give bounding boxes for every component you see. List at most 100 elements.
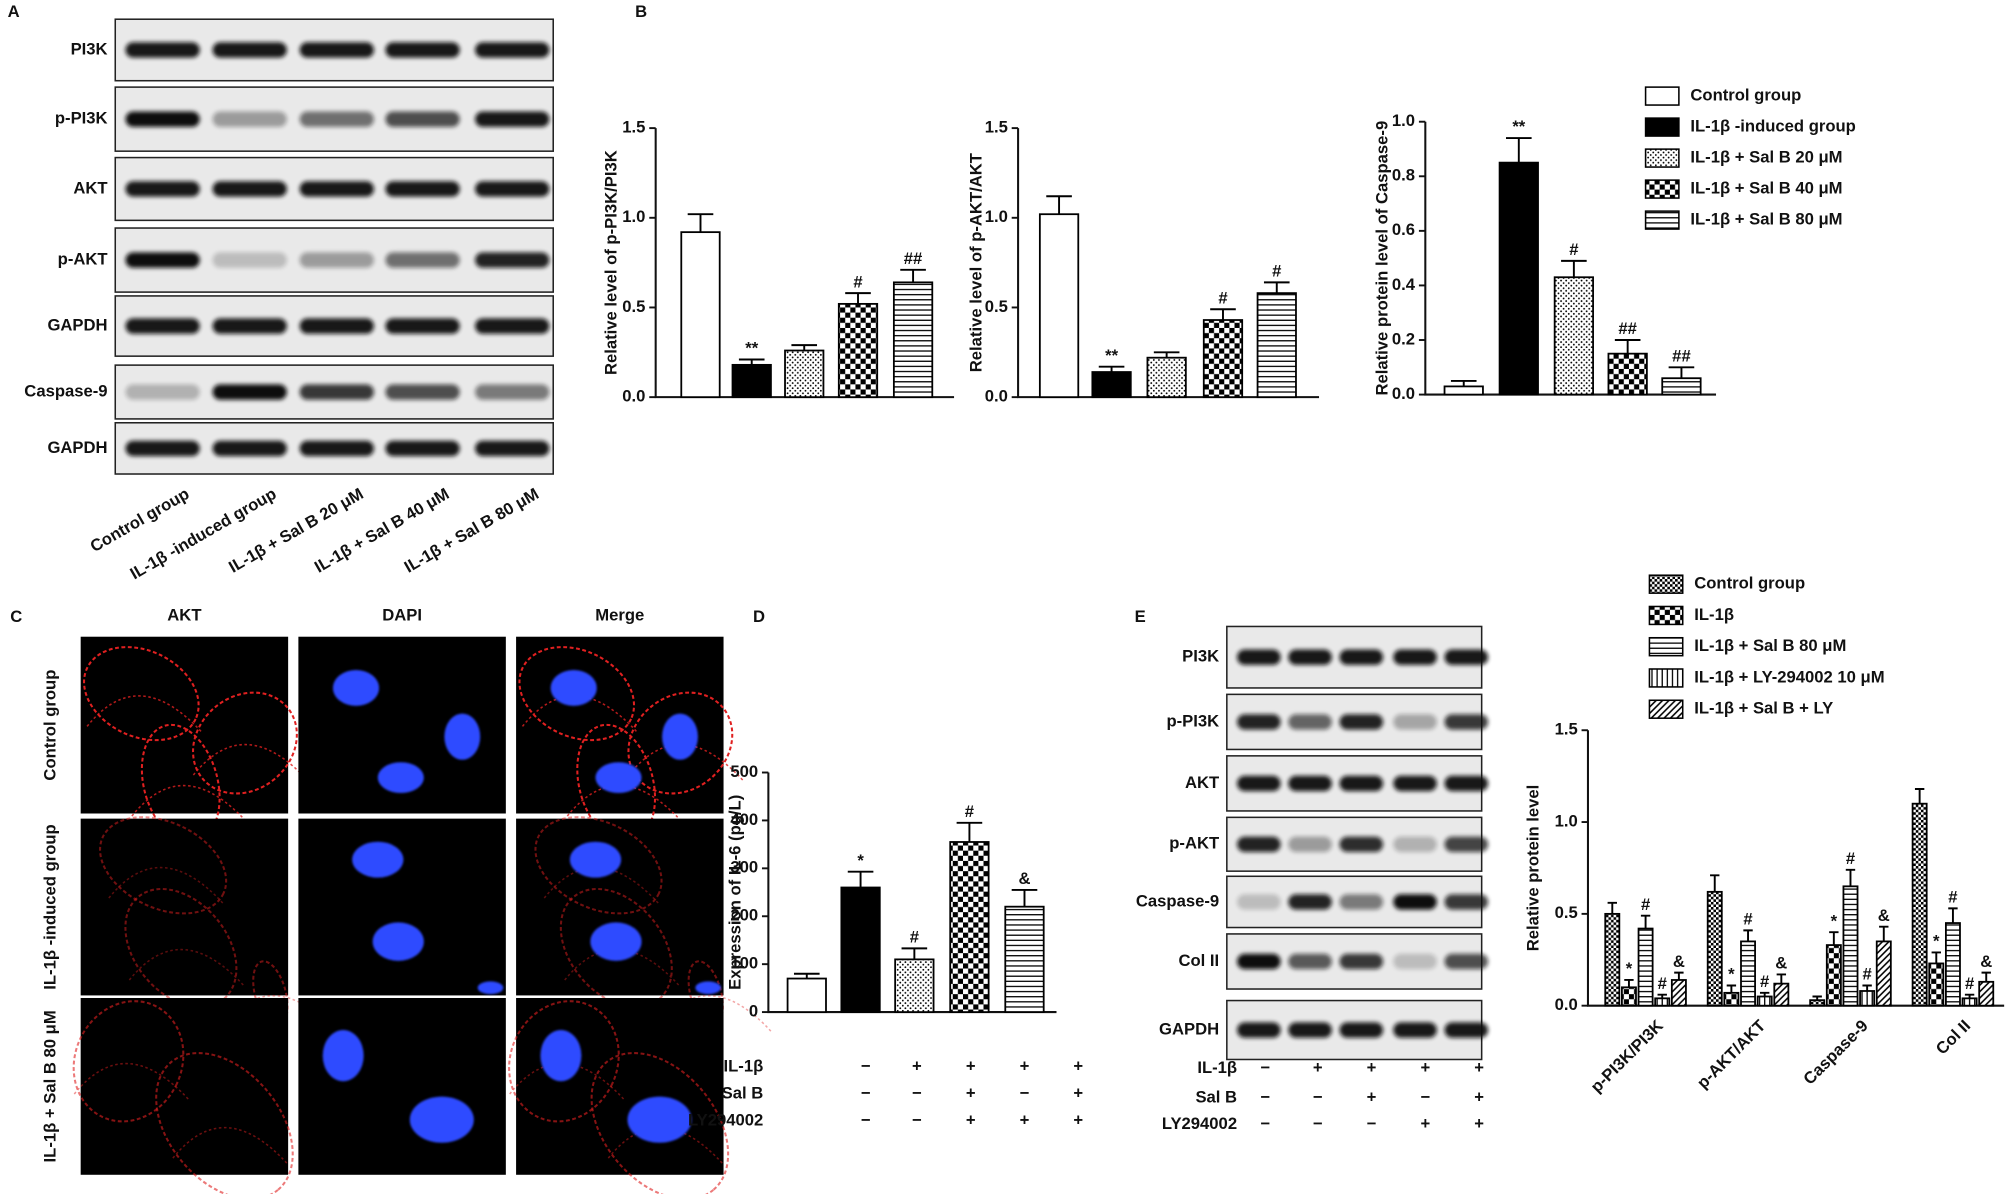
significance-mark: #: [1218, 288, 1227, 307]
error-bar: [900, 268, 926, 283]
treatment-label: LY294002: [1162, 1114, 1237, 1133]
nucleus: [695, 981, 721, 995]
blot-band: [125, 440, 200, 457]
y-tick-label: 1.5: [622, 118, 645, 137]
significance-mark: #: [1272, 261, 1281, 280]
error-bar: [1640, 914, 1651, 929]
legend-swatch: [1648, 574, 1684, 594]
micrograph: [298, 997, 506, 1175]
nucleus: [332, 670, 380, 706]
blot-band: [475, 440, 550, 457]
column-header: AKT: [167, 606, 201, 625]
error-bar: [1674, 971, 1684, 980]
significance-mark: &: [1980, 952, 1992, 971]
y-tick-label: 400: [730, 810, 758, 829]
y-tick-label: 0.2: [1392, 329, 1415, 348]
treatment-mark: −: [1313, 1087, 1323, 1106]
legend-swatch: [1644, 210, 1680, 230]
blot-band: [1444, 894, 1489, 910]
akt-stain: [73, 1062, 191, 1101]
error-bar: [791, 344, 818, 351]
y-tick-label: 0.8: [1392, 166, 1415, 185]
significance-mark: &: [1018, 869, 1030, 888]
akt-stain: [564, 948, 681, 987]
significance-mark: #: [1641, 895, 1650, 914]
bar: [1620, 986, 1637, 1007]
column-header: Merge: [595, 606, 644, 625]
nucleus: [377, 762, 424, 794]
bar: [1911, 802, 1928, 1007]
micrograph: [80, 636, 310, 844]
treatment-mark: +: [1367, 1087, 1377, 1106]
blot-row-label: AKT: [1185, 773, 1219, 792]
micrograph-bg: [298, 818, 506, 996]
micrograph: [516, 636, 745, 844]
micrograph-bg: [298, 997, 506, 1175]
significance-mark: &: [1673, 952, 1685, 971]
treatment-mark: +: [1474, 1058, 1484, 1077]
treatment-mark: +: [1073, 1083, 1083, 1102]
lane-label: IL-1β -induced group: [127, 484, 280, 583]
blot-band: [1444, 649, 1489, 665]
treatment-label: IL-1β: [724, 1057, 764, 1076]
treatment-mark: +: [1020, 1110, 1030, 1129]
bar: [1740, 940, 1756, 1007]
legend-swatch: [1644, 117, 1680, 137]
legend-label: IL-1β: [1694, 605, 1734, 624]
akt-stain: [172, 1126, 289, 1166]
error-bar: [1710, 874, 1720, 892]
significance-mark: #: [1863, 965, 1872, 984]
y-tick-label: 1.0: [1392, 111, 1415, 130]
significance-mark: *: [1626, 959, 1633, 978]
treatment-mark: +: [1367, 1058, 1377, 1077]
panel-label: C: [10, 607, 22, 626]
bar: [1038, 213, 1080, 399]
error-bar: [1743, 929, 1753, 942]
nucleus: [595, 762, 642, 794]
blot-band: [125, 111, 200, 127]
blot-band: [299, 318, 374, 334]
treatment-mark: −: [1420, 1087, 1430, 1106]
blot-band: [299, 42, 374, 58]
significance-mark: *: [857, 851, 864, 870]
nucleus: [590, 922, 642, 961]
blot-band: [1339, 953, 1384, 970]
y-axis-label: Relative protein level: [1524, 785, 1543, 952]
bar: [1443, 385, 1484, 396]
treatment-mark: +: [1474, 1114, 1484, 1133]
bar: [1944, 922, 1961, 1007]
bar: [1842, 885, 1859, 1007]
blot-band: [475, 181, 550, 197]
blot-band: [1237, 714, 1281, 730]
y-tick-label: 100: [730, 954, 758, 973]
significance-mark: #: [1846, 849, 1855, 868]
akt-stain: [543, 866, 661, 905]
blot-band: [1444, 1022, 1489, 1038]
blot-band: [1393, 649, 1437, 665]
error-bar: [1862, 984, 1872, 991]
blot-band: [125, 181, 200, 197]
treatment-mark: +: [1073, 1110, 1083, 1129]
panel-label: B: [635, 2, 647, 21]
blot-band: [1444, 714, 1489, 730]
blot-band: [1237, 649, 1281, 665]
bar: [949, 841, 990, 1013]
significance-mark: #: [965, 802, 974, 821]
blot-row-label: p-AKT: [1169, 834, 1219, 853]
bar: [786, 977, 827, 1013]
blot-row-label: p-PI3K: [1166, 711, 1219, 730]
bar: [1706, 890, 1723, 1007]
blot-band: [475, 42, 550, 58]
blot-band: [475, 318, 550, 334]
blot-row-label: PI3K: [1182, 647, 1219, 666]
bar: [1809, 999, 1826, 1007]
blot-row-label: AKT: [73, 178, 107, 197]
treatment-mark: +: [1420, 1058, 1430, 1077]
treatment-mark: −: [1020, 1083, 1030, 1102]
blot-band: [212, 318, 287, 334]
error-bar: [1829, 931, 1839, 946]
nucleus: [372, 922, 424, 961]
blot-row-label: PI3K: [71, 39, 108, 58]
y-tick-label: 300: [730, 858, 758, 877]
